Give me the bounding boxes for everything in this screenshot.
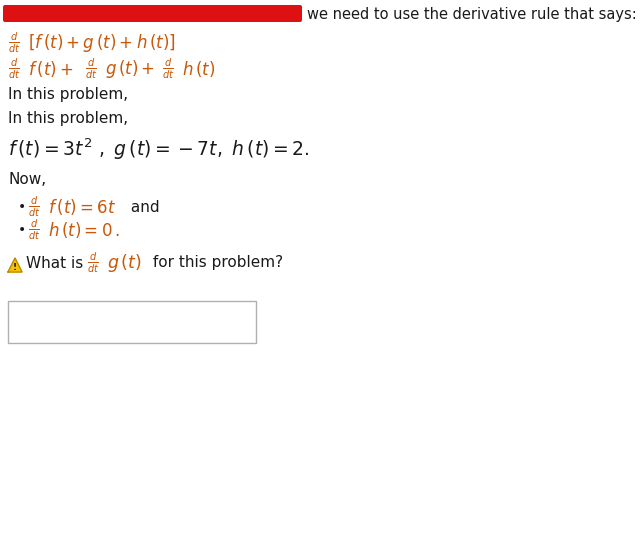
Text: $g\,(t)$: $g\,(t)$ <box>107 252 142 274</box>
Text: •: • <box>18 200 26 214</box>
Text: $f\,(t)+$: $f\,(t)+$ <box>28 59 74 79</box>
Text: In this problem,: In this problem, <box>8 87 128 102</box>
FancyBboxPatch shape <box>8 301 256 343</box>
Text: What is: What is <box>26 256 83 271</box>
Text: for this problem?: for this problem? <box>148 256 283 271</box>
Text: $\frac{d}{dt}$: $\frac{d}{dt}$ <box>28 195 40 219</box>
Text: $\frac{d}{dt}$: $\frac{d}{dt}$ <box>85 57 97 81</box>
Text: $h\,(t)$: $h\,(t)$ <box>182 59 215 79</box>
Text: $\frac{d}{dt}$: $\frac{d}{dt}$ <box>87 251 99 275</box>
Text: and: and <box>126 200 160 215</box>
Text: $[f\,(t)+g\,(t)+h\,(t)]$: $[f\,(t)+g\,(t)+h\,(t)]$ <box>28 32 176 54</box>
Text: !: ! <box>13 263 17 271</box>
Text: $f\,(t)=3t^{2}\ ,\ g\,(t)=-7t,\ h\,(t)=2.$: $f\,(t)=3t^{2}\ ,\ g\,(t)=-7t,\ h\,(t)=2… <box>8 136 310 162</box>
Text: $\frac{d}{dt}$: $\frac{d}{dt}$ <box>162 57 174 81</box>
Text: Now,: Now, <box>8 172 46 187</box>
Text: In this problem,: In this problem, <box>8 111 128 126</box>
Text: $\frac{d}{dt}$: $\frac{d}{dt}$ <box>8 31 21 55</box>
Text: •: • <box>18 223 26 237</box>
FancyBboxPatch shape <box>3 5 302 22</box>
Polygon shape <box>8 258 22 272</box>
Text: $\frac{d}{dt}$: $\frac{d}{dt}$ <box>28 218 40 242</box>
Text: $g\,(t)+$: $g\,(t)+$ <box>105 58 155 80</box>
Text: $f\,(t)=6t$: $f\,(t)=6t$ <box>48 197 116 217</box>
Text: $\frac{d}{dt}$: $\frac{d}{dt}$ <box>8 57 21 81</box>
Text: we need to use the derivative rule that says:: we need to use the derivative rule that … <box>307 6 637 21</box>
Text: $h\,(t)=0\,.$: $h\,(t)=0\,.$ <box>48 220 120 240</box>
